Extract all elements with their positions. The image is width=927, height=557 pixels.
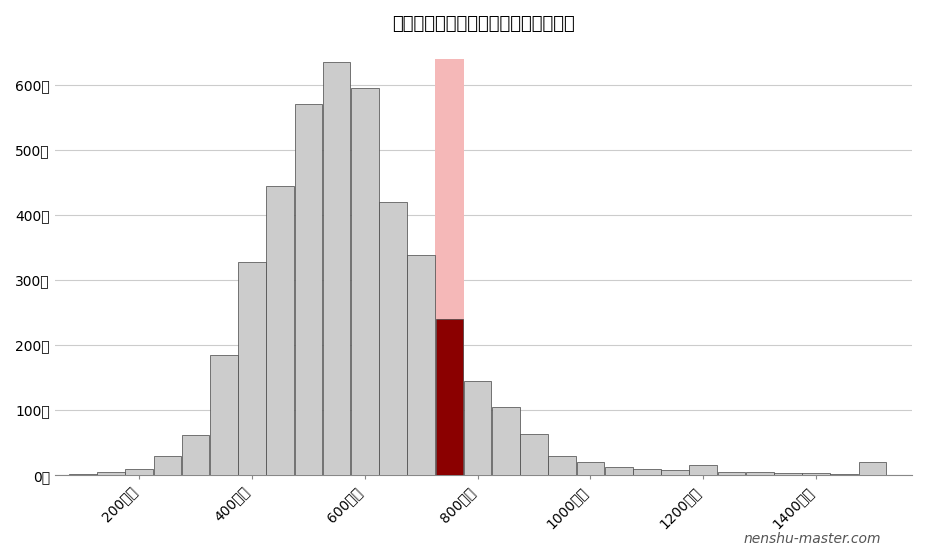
Bar	[577, 462, 604, 475]
Bar	[690, 466, 717, 475]
Bar	[408, 255, 435, 475]
Bar	[831, 474, 858, 475]
Bar	[436, 58, 464, 475]
Bar	[69, 474, 96, 475]
Bar	[97, 472, 125, 475]
Bar	[492, 407, 520, 475]
Bar	[661, 470, 689, 475]
Bar	[633, 469, 661, 475]
Bar	[238, 262, 266, 475]
Bar	[351, 88, 378, 475]
Bar	[379, 202, 407, 475]
Bar	[182, 435, 210, 475]
Bar	[125, 469, 153, 475]
Bar	[604, 467, 632, 475]
Bar	[323, 62, 350, 475]
Bar	[154, 456, 182, 475]
Bar	[520, 434, 548, 475]
Title: アサツーディ・ケイの年収ポジション: アサツーディ・ケイの年収ポジション	[392, 15, 575, 33]
Bar	[210, 355, 237, 475]
Bar	[464, 381, 491, 475]
Bar	[295, 104, 323, 475]
Text: nenshu-master.com: nenshu-master.com	[743, 532, 881, 546]
Bar	[717, 472, 745, 475]
Bar	[266, 185, 294, 475]
Bar	[549, 456, 576, 475]
Bar	[746, 472, 773, 475]
Bar	[802, 473, 830, 475]
Bar	[774, 473, 802, 475]
Bar	[436, 319, 464, 475]
Bar	[858, 462, 886, 475]
